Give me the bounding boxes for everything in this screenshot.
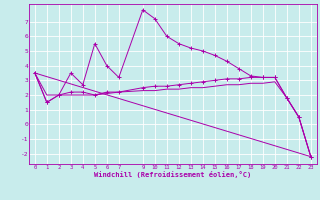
X-axis label: Windchill (Refroidissement éolien,°C): Windchill (Refroidissement éolien,°C) — [94, 171, 252, 178]
